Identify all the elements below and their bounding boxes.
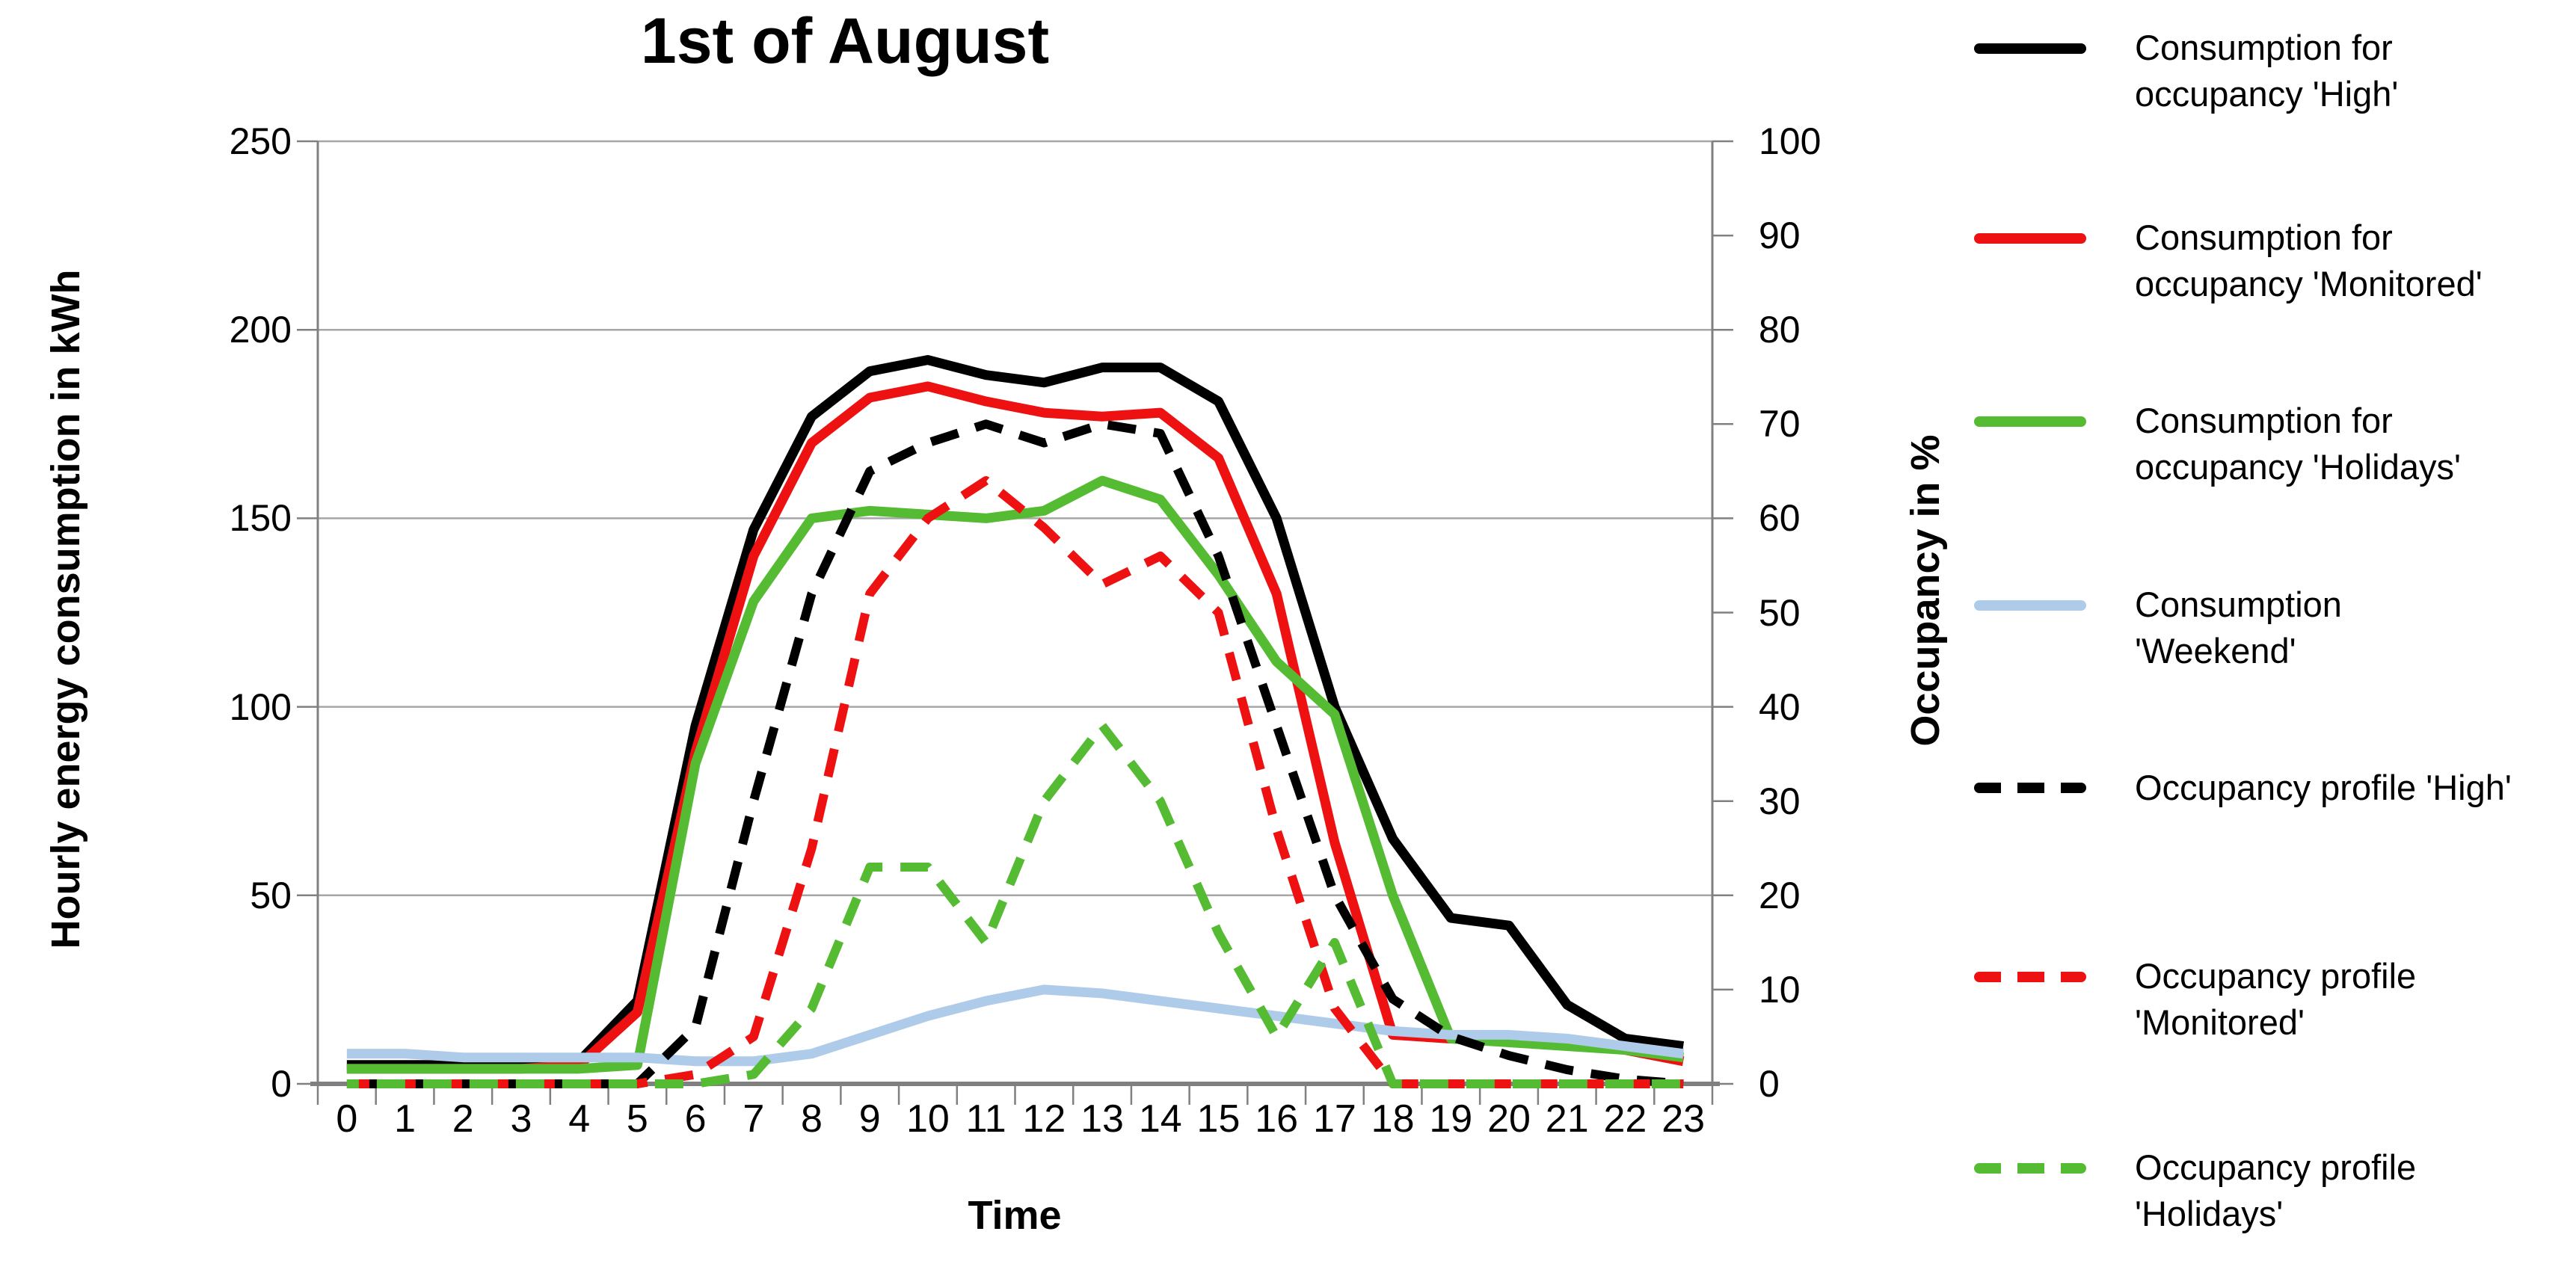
consumption-weekend-line [346, 984, 1684, 1067]
x-tick-label: 0 [336, 1097, 358, 1141]
legend-label-line: Occupancy profile 'High' [2135, 768, 2512, 807]
x-tick-label: 1 [394, 1097, 416, 1141]
legend-label-line: occupancy 'High' [2135, 74, 2399, 114]
y-right-axis-title: Occupancy in % [1903, 434, 1948, 747]
x-tick-label: 22 [1603, 1097, 1647, 1141]
chart-title: 1st of August [640, 5, 1050, 77]
consumption-holidays-line [346, 475, 1684, 1074]
x-tick-label: 15 [1196, 1097, 1241, 1141]
y-right-tick-label: 100 [1759, 120, 1822, 162]
x-tick-label: 10 [906, 1097, 950, 1141]
legend-label-line: Consumption for [2135, 28, 2393, 67]
legend-item-label: Occupancy profile 'High' [2135, 765, 2576, 811]
y-left-tick-label: 250 [229, 120, 292, 162]
x-tick-label: 18 [1371, 1097, 1415, 1141]
x-tick-label: 11 [965, 1097, 1006, 1141]
x-tick-label: 3 [510, 1097, 532, 1141]
y-right-tick-label: 80 [1759, 309, 1801, 351]
legend-marker-consumption-holidays-solid-line-icon [1974, 416, 2086, 427]
legend-label-line: 'Monitored' [2135, 1002, 2305, 1042]
legend-marker-occupancy-monitored-dashed-line-icon [1974, 972, 2086, 982]
x-tick-label: 6 [684, 1097, 707, 1141]
x-tick-label: 17 [1312, 1097, 1356, 1141]
y-right-tick-label: 50 [1759, 591, 1801, 634]
legend-label-line: 'Weekend' [2135, 631, 2296, 670]
y-right-tick-label: 40 [1759, 685, 1801, 728]
y-right-tick-label: 60 [1759, 497, 1801, 540]
x-tick-label: 12 [1022, 1097, 1066, 1141]
legend-item-label: Consumption 'Weekend' [2135, 582, 2576, 674]
legend-label-line: occupancy 'Holidays' [2135, 447, 2461, 487]
x-tick-label: 14 [1138, 1097, 1182, 1141]
legend-marker-consumption-monitored-solid-line-icon [1974, 233, 2086, 244]
x-tick-label: 23 [1662, 1097, 1706, 1141]
y-left-axis-title: Hourly energy consumption in kWh [43, 269, 88, 949]
legend-label-line: 'Holidays' [2135, 1194, 2284, 1233]
legend-label-line: Consumption for [2135, 401, 2393, 440]
y-right-tick-label: 30 [1759, 780, 1801, 822]
legend-label-line: Consumption for [2135, 218, 2393, 257]
legend-item-label: Consumption for occupancy 'High' [2135, 25, 2576, 117]
legend-item-label: Occupancy profile 'Monitored' [2135, 953, 2576, 1046]
legend-marker-occupancy-holidays-dashed-line-icon [1974, 1163, 2086, 1174]
legend-label-line: occupancy 'Monitored' [2135, 264, 2483, 303]
legend-marker-occupancy-high-dashed-line-icon [1974, 783, 2086, 793]
occupancy-monitored-line [346, 475, 1684, 1088]
x-tick-label: 21 [1545, 1097, 1589, 1141]
consumption-high-line [346, 355, 1684, 1070]
y-left-tick-label: 0 [271, 1063, 292, 1105]
y-right-tick-label: 10 [1759, 968, 1801, 1011]
consumption-monitored-line [346, 381, 1685, 1074]
x-tick-label: 2 [452, 1097, 474, 1141]
occupancy-holidays-line [346, 721, 1684, 1088]
y-left-tick-label: 150 [229, 497, 292, 540]
legend-label-line: Consumption [2135, 585, 2342, 624]
x-tick-label: 20 [1487, 1097, 1531, 1141]
legend: Consumption for occupancy 'High' Consumpti… [1974, 0, 2576, 1264]
y-left-tick-label: 200 [229, 309, 292, 351]
legend-marker-consumption-high-solid-line-icon [1974, 43, 2086, 54]
y-right-tick-label: 70 [1759, 403, 1801, 446]
y-right-tick-label: 20 [1759, 874, 1801, 916]
x-tick-label: 19 [1429, 1097, 1473, 1141]
x-tick-label: 5 [626, 1097, 648, 1141]
x-tick-label: 4 [568, 1097, 591, 1141]
x-tick-label: 9 [858, 1097, 881, 1141]
x-axis-title: Time [968, 1193, 1062, 1238]
legend-label-line: Occupancy profile [2135, 1147, 2417, 1187]
legend-item-label: Consumption for occupancy 'Monitored' [2135, 215, 2576, 307]
occupancy-high-line [346, 419, 1684, 1088]
y-left-tick-label: 100 [229, 685, 292, 728]
x-tick-label: 16 [1255, 1097, 1299, 1141]
legend-label-line: Occupancy profile [2135, 956, 2417, 996]
x-tick-label: 8 [801, 1097, 823, 1141]
legend-marker-consumption-weekend-solid-line-icon [1974, 600, 2086, 611]
y-right-tick-label: 90 [1759, 215, 1801, 257]
legend-item-label: Occupancy profile 'Holidays' [2135, 1144, 2576, 1237]
legend-item-label: Consumption for occupancy 'Holidays' [2135, 398, 2576, 490]
x-tick-label: 13 [1080, 1097, 1124, 1141]
y-left-tick-label: 50 [250, 874, 292, 916]
x-tick-label: 7 [743, 1097, 765, 1141]
y-right-tick-label: 0 [1759, 1063, 1780, 1105]
